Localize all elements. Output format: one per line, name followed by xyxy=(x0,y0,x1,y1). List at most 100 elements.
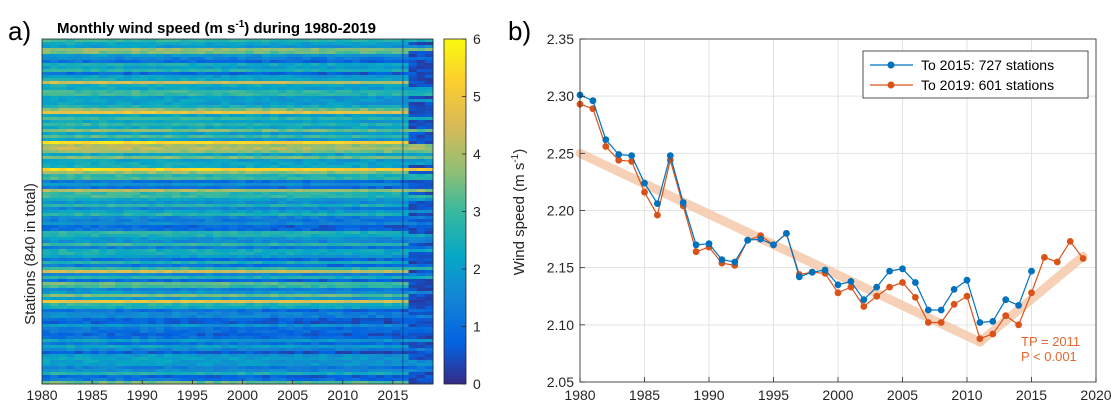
heatmap-cell xyxy=(270,324,279,328)
heatmap-cell xyxy=(237,249,247,253)
heatmap-cell xyxy=(400,108,410,112)
heatmap-cell xyxy=(107,345,116,349)
heatmap-cell xyxy=(384,63,393,67)
heatmap-cell xyxy=(180,48,190,52)
heatmap-cell xyxy=(335,252,344,256)
heatmap-cell xyxy=(416,126,426,130)
heatmap-cell xyxy=(90,162,100,166)
heatmap-cell xyxy=(188,330,198,334)
heatmap-cell xyxy=(164,69,173,73)
heatmap-cell xyxy=(188,90,198,94)
heatmap-cell xyxy=(318,345,328,349)
heatmap-cell xyxy=(335,327,344,331)
heatmap-cell xyxy=(196,219,206,223)
heatmap-cell xyxy=(221,321,230,325)
heatmap-cell xyxy=(327,273,336,277)
heatmap-cell xyxy=(123,318,133,322)
heatmap-cell xyxy=(375,330,385,334)
heatmap-cell xyxy=(359,108,369,112)
heatmap-cell xyxy=(58,156,67,160)
heatmap-cell xyxy=(66,318,76,322)
heatmap-cell xyxy=(408,219,418,223)
heatmap-cell xyxy=(123,57,133,61)
heatmap-cell xyxy=(416,81,426,85)
heatmap-cell xyxy=(375,60,385,64)
heatmap-cell xyxy=(147,321,157,325)
heatmap-cell xyxy=(74,189,84,193)
heatmap-cell xyxy=(384,93,393,97)
heatmap-cell xyxy=(375,192,385,196)
heatmap-cell xyxy=(408,66,418,70)
heatmap-cell xyxy=(164,156,173,160)
heatmap-cell xyxy=(384,297,393,301)
heatmap-cell xyxy=(261,90,271,94)
heatmap-cell xyxy=(294,273,304,277)
heatmap-cell xyxy=(245,267,255,271)
heatmap-cell xyxy=(221,282,230,286)
heatmap-cell xyxy=(74,60,84,64)
heatmap-cell xyxy=(318,108,328,112)
heatmap-cell xyxy=(327,165,336,169)
heatmap-cell xyxy=(204,183,214,187)
heatmap-cell xyxy=(164,282,173,286)
heatmap-cell xyxy=(107,102,116,106)
heatmap-cell xyxy=(278,303,287,307)
heatmap-cell xyxy=(270,267,279,271)
heatmap-cell xyxy=(164,297,173,301)
heatmap-cell xyxy=(196,81,206,85)
heatmap-cell xyxy=(50,90,59,94)
heatmap-cell xyxy=(253,324,263,328)
heatmap-cell xyxy=(351,99,361,103)
heatmap-cell xyxy=(213,105,222,109)
heatmap-cell xyxy=(50,198,59,202)
heatmap-cell xyxy=(66,255,76,259)
heatmap-cell xyxy=(335,276,344,280)
heatmap-cell xyxy=(408,90,418,94)
heatmap-cell xyxy=(58,39,67,43)
heatmap-cell xyxy=(180,264,190,268)
heatmap-cell xyxy=(278,171,287,175)
heatmap-cell xyxy=(156,54,165,58)
heatmap-cell xyxy=(123,126,133,130)
heatmap-cell xyxy=(343,282,353,286)
heatmap-cell xyxy=(213,120,222,124)
heatmap-cell xyxy=(66,303,76,307)
heatmap-cell xyxy=(42,342,51,346)
heatmap-cell xyxy=(90,132,100,136)
heatmap-cell xyxy=(99,171,108,175)
heatmap-cell xyxy=(42,303,51,307)
heatmap-cell xyxy=(50,126,59,130)
heatmap-cell xyxy=(164,204,173,208)
heatmap-cell xyxy=(90,54,100,58)
heatmap-cell xyxy=(82,216,92,220)
heatmap-cell xyxy=(156,348,165,352)
heatmap-cell xyxy=(367,87,377,91)
heatmap-cell xyxy=(107,153,116,157)
heatmap-cell xyxy=(213,228,222,232)
heatmap-cell xyxy=(424,111,434,115)
heatmap-cell xyxy=(261,108,271,112)
heatmap-cell xyxy=(286,186,296,190)
heatmap-cell xyxy=(294,141,304,145)
heatmap-cell xyxy=(204,141,214,145)
heatmap-cell xyxy=(335,180,344,184)
heatmap-cell xyxy=(343,264,353,268)
heatmap-cell xyxy=(327,132,336,136)
heatmap-cell xyxy=(278,195,287,199)
heatmap-cell xyxy=(221,126,230,130)
heatmap-cell xyxy=(139,105,149,109)
heatmap-cell xyxy=(318,264,328,268)
heatmap-cell xyxy=(229,57,238,61)
heatmap-cell xyxy=(213,279,222,283)
heatmap-cell xyxy=(66,153,76,157)
heatmap-area xyxy=(42,39,434,385)
heatmap-cell xyxy=(245,207,255,211)
heatmap-cell xyxy=(172,327,181,331)
heatmap-cell xyxy=(74,282,84,286)
heatmap-cell xyxy=(400,321,410,325)
heatmap-cell xyxy=(74,147,84,151)
heatmap-cell xyxy=(302,102,312,106)
heatmap-cell xyxy=(318,309,328,313)
heatmap-cell xyxy=(392,201,401,205)
heatmap-cell xyxy=(50,207,59,211)
